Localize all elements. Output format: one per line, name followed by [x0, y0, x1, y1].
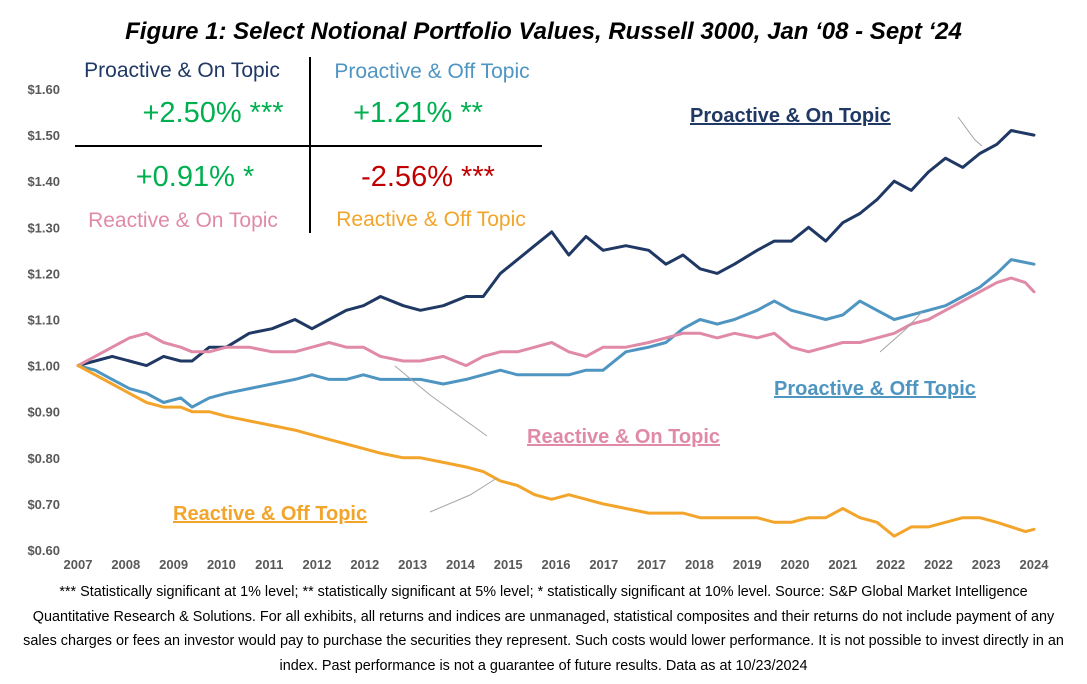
series-line-3 — [76, 364, 1036, 538]
series-line-2 — [76, 276, 1036, 368]
callout-reactive-on-topic: Reactive & On Topic — [527, 426, 720, 448]
x-tick-label: 2022 — [876, 557, 905, 572]
x-tick-label: 2023 — [972, 557, 1001, 572]
x-tick-label: 2007 — [64, 557, 93, 572]
series-callouts: Proactive & On Topic Proactive & Off Top… — [173, 105, 976, 525]
x-tick-label: 2015 — [494, 557, 523, 572]
x-axis: 2007 2008 2009 2010 2011 2012 2012 2013 2014 2015… — [64, 557, 1050, 572]
y-tick-label: $1.60 — [27, 82, 60, 97]
y-axis: $0.60 $0.70 $0.80 $0.90 $1.00 $1.10 $1.20 $1.30… — [27, 82, 60, 558]
quadrant-label-reactive-on-topic: Reactive & On Topic — [88, 209, 278, 232]
quadrant-value-proactive-off-topic: +1.21% ** — [353, 97, 483, 129]
quadrant-value-proactive-on-topic: +2.50% *** — [142, 97, 283, 129]
callout-reactive-off-topic: Reactive & Off Topic — [173, 503, 367, 525]
quadrant-background — [72, 55, 542, 233]
leader-proactive-on-topic — [957, 116, 983, 147]
x-tick-label: 2017 — [589, 557, 618, 572]
quadrant-label-proactive-off-topic: Proactive & Off Topic — [334, 60, 529, 83]
quadrant-label-reactive-off-topic: Reactive & Off Topic — [336, 208, 525, 231]
x-tick-label: 2020 — [781, 557, 810, 572]
y-tick-label: $0.90 — [27, 405, 60, 420]
leader-reactive-off-topic — [429, 477, 498, 513]
quadrant-value-reactive-off-topic: -2.56% *** — [361, 161, 495, 193]
x-tick-label: 2017 — [637, 557, 666, 572]
callout-leaders — [394, 116, 983, 513]
significance-quadrant: Proactive & On Topic +2.50% *** Proactiv… — [72, 55, 542, 233]
quadrant-value-reactive-on-topic: +0.91% * — [136, 161, 255, 193]
x-tick-label: 2014 — [446, 557, 476, 572]
leader-proactive-off-topic — [879, 311, 923, 353]
x-tick-label: 2008 — [111, 557, 140, 572]
y-tick-label: $1.10 — [27, 313, 60, 328]
y-tick-label: $0.80 — [27, 451, 60, 466]
y-tick-label: $1.20 — [27, 266, 60, 281]
x-tick-label: 2011 — [255, 557, 283, 572]
x-tick-label: 2013 — [398, 557, 427, 572]
x-tick-label: 2018 — [685, 557, 714, 572]
callout-proactive-on-topic: Proactive & On Topic — [690, 105, 891, 127]
x-tick-label: 2012 — [350, 557, 379, 572]
x-tick-label: 2009 — [159, 557, 188, 572]
y-tick-label: $1.50 — [27, 128, 60, 143]
y-tick-label: $0.70 — [27, 497, 60, 512]
chart-title: Figure 1: Select Notional Portfolio Valu… — [125, 18, 962, 45]
leader-reactive-on-topic — [394, 365, 488, 437]
footnote: *** Statistically significant at 1% leve… — [23, 584, 1064, 674]
y-tick-label: $1.00 — [27, 359, 60, 374]
y-tick-label: $0.60 — [27, 543, 60, 558]
x-tick-label: 2016 — [542, 557, 571, 572]
x-tick-label: 2012 — [303, 557, 332, 572]
callout-proactive-off-topic: Proactive & Off Topic — [774, 378, 976, 400]
series-lines — [76, 129, 1036, 538]
x-tick-label: 2021 — [828, 557, 857, 572]
quadrant-label-proactive-on-topic: Proactive & On Topic — [84, 59, 280, 82]
series-line-1 — [76, 258, 1036, 409]
x-tick-label: 2024 — [1020, 557, 1050, 572]
y-tick-label: $1.30 — [27, 220, 60, 235]
x-tick-label: 2022 — [924, 557, 953, 572]
x-tick-label: 2010 — [207, 557, 236, 572]
x-tick-label: 2019 — [733, 557, 762, 572]
y-tick-label: $1.40 — [27, 174, 60, 189]
